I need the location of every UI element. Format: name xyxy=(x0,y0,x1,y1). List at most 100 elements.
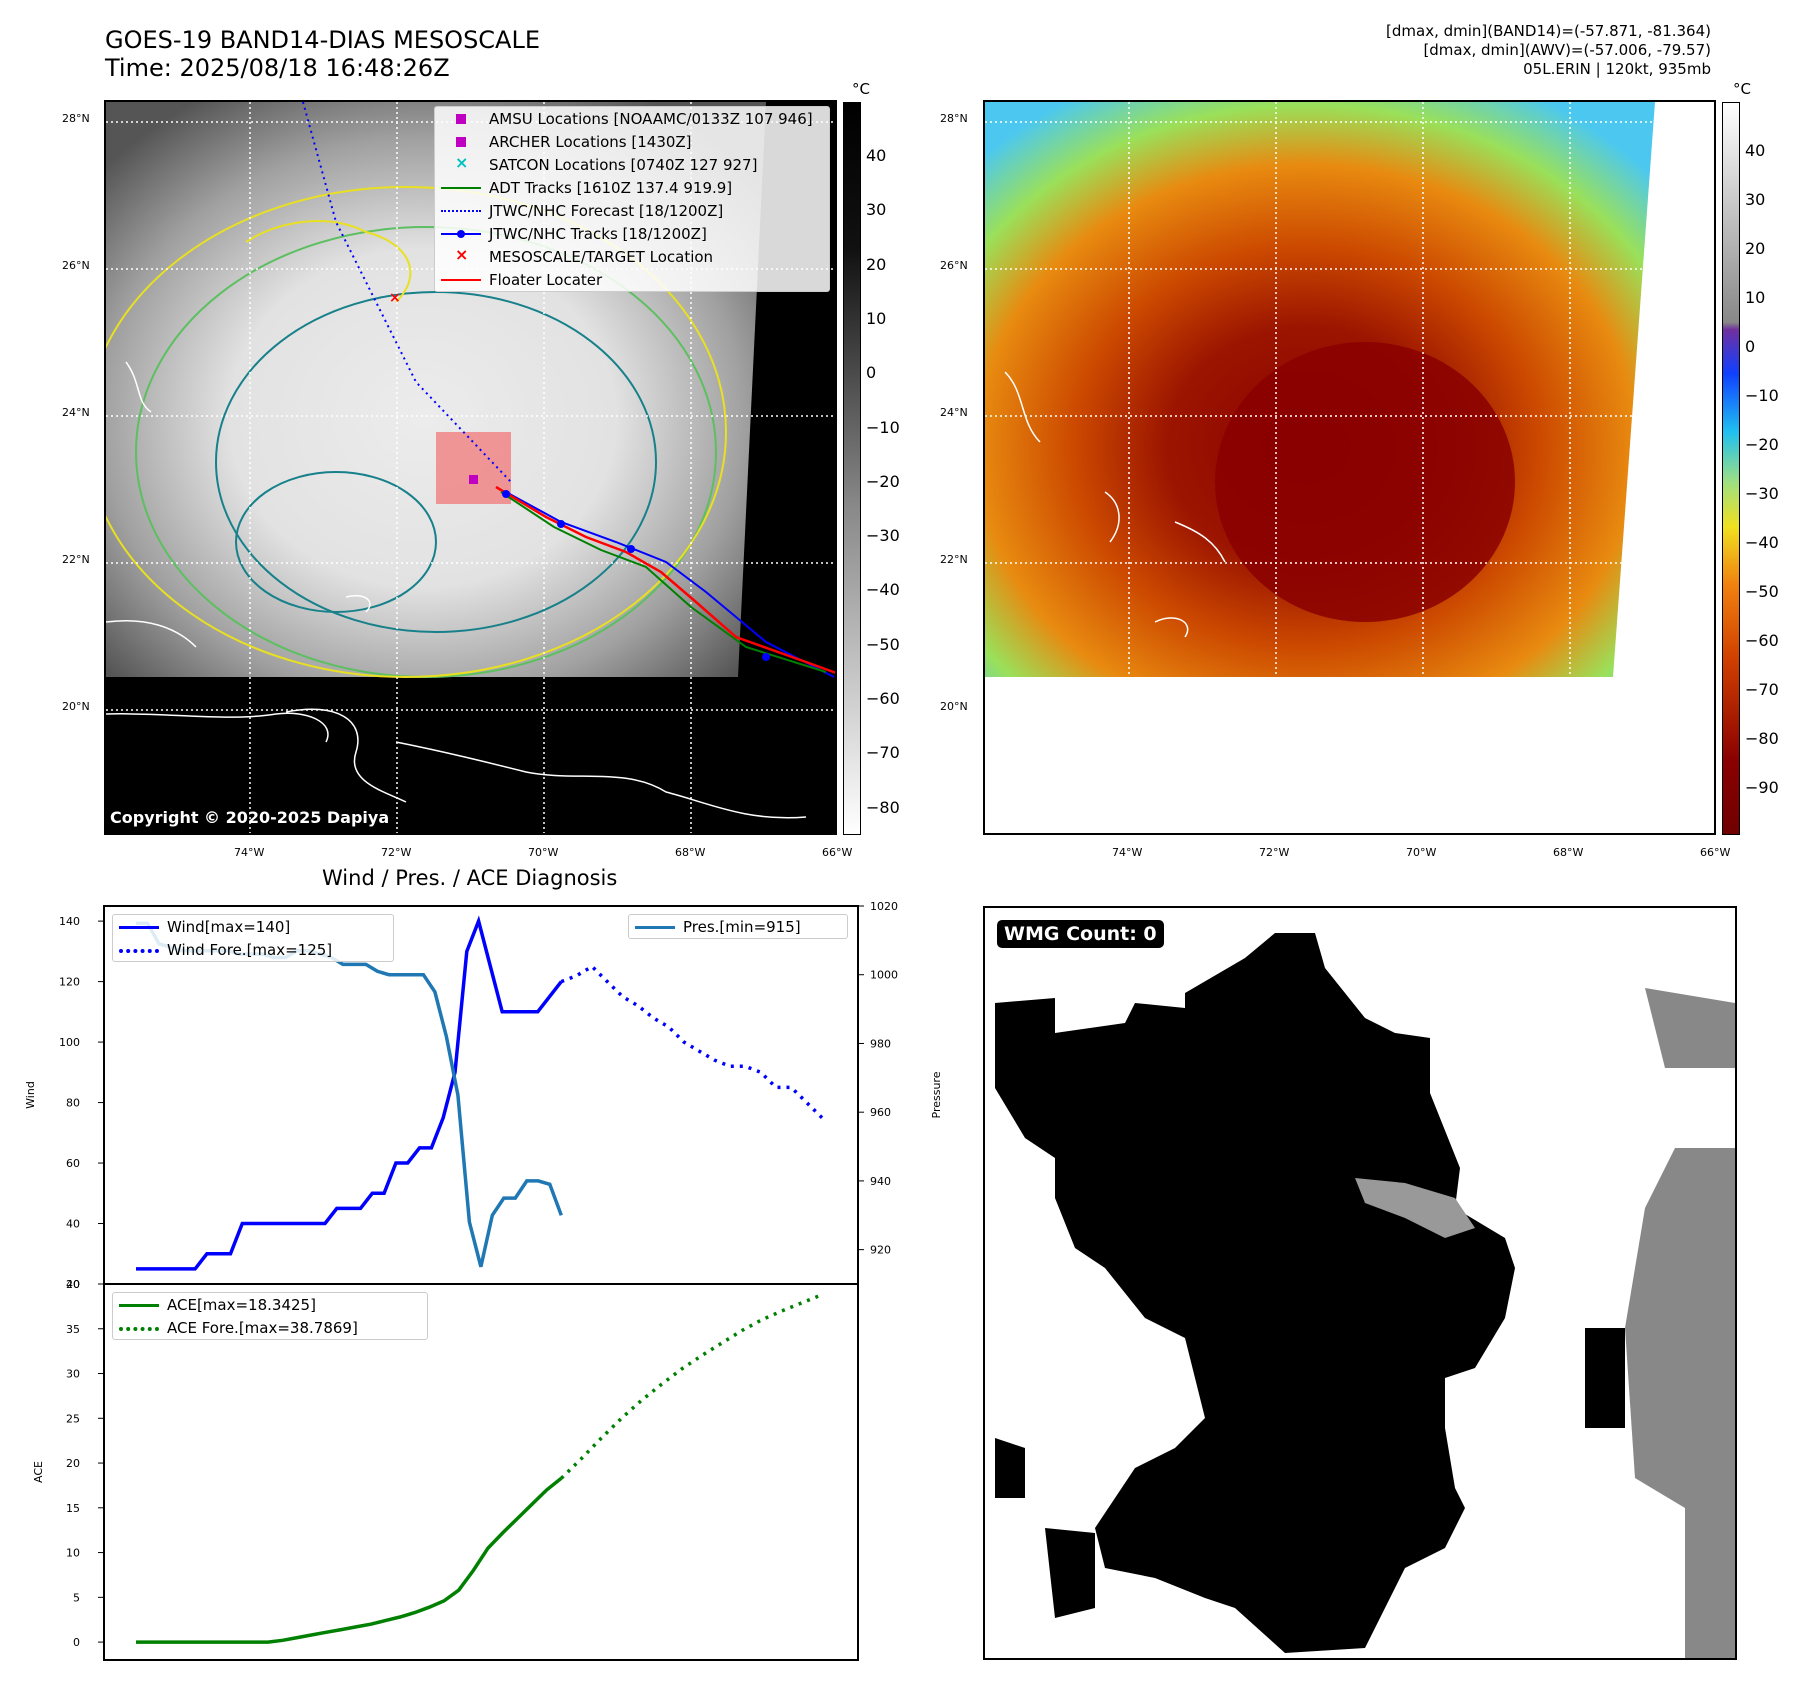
color-cbar-unit: °C xyxy=(1733,80,1751,98)
contour-yellow xyxy=(106,186,727,678)
ace-fore-swatch xyxy=(119,1321,159,1335)
lat-label-4: 22°N xyxy=(62,553,90,566)
map-legend-label: AMSU Locations [NOAAMC/0133Z 107 946] xyxy=(489,109,813,128)
pres-legend: Pres.[min=915] xyxy=(628,914,848,939)
wind-swatch xyxy=(119,920,159,934)
colorbar-tick-label: −90 xyxy=(1745,778,1779,797)
map-legend-label: SATCON Locations [0740Z 127 927] xyxy=(489,155,758,174)
pres-legend-label: Pres.[min=915] xyxy=(683,917,801,936)
lon-label-4: 68°W xyxy=(675,846,706,859)
wind-tick-label: 80 xyxy=(66,1097,80,1110)
wind-legend-item: Wind[max=140] xyxy=(113,915,393,938)
wind-fore-swatch xyxy=(119,943,159,957)
map-legend-swatch xyxy=(441,204,481,218)
lon-label-2: 72°W xyxy=(381,846,412,859)
wmg-panel: WMG Count: 0 xyxy=(983,906,1737,1660)
ace-tick-label: 0 xyxy=(73,1636,80,1649)
colorbar-tick-label: −60 xyxy=(866,689,900,708)
color-coastlines xyxy=(1004,371,1226,638)
ace-tick-label: 5 xyxy=(73,1591,80,1604)
ace-fore-legend-label: ACE Fore.[max=38.7869] xyxy=(167,1318,358,1337)
colorbar-tick-label: 20 xyxy=(1745,239,1766,258)
color-lat-label-3: 24°N xyxy=(940,406,968,419)
color-colorbar xyxy=(1722,102,1740,835)
intensity-info: [dmax, dmin](BAND14)=(-57.871, -81.364) … xyxy=(1386,22,1711,79)
map-legend-rows: AMSU Locations [NOAAMC/0133Z 107 946] ARC… xyxy=(435,107,829,291)
map-legend: AMSU Locations [NOAAMC/0133Z 107 946] ARC… xyxy=(434,106,830,292)
wind-pres-axes xyxy=(103,905,859,1285)
ace-ylabel: ACE xyxy=(32,1461,45,1483)
wind-tick-label: 20 xyxy=(66,1278,80,1291)
wmg-count-badge: WMG Count: 0 xyxy=(997,920,1164,948)
pres-swatch xyxy=(635,920,675,934)
target-marker: × xyxy=(389,290,401,306)
color-lon-label-2: 72°W xyxy=(1259,846,1290,859)
colorbar-tick-label: −80 xyxy=(866,797,900,817)
ace-legend: ACE[max=18.3425] ACE Fore.[max=38.7869] xyxy=(112,1292,428,1340)
wmg-gray-patch-2 xyxy=(1625,1148,1735,1658)
adt-track xyxy=(500,491,827,673)
colorbar-tick-label: −70 xyxy=(866,743,900,763)
gray-cbar-unit: °C xyxy=(852,80,870,98)
wind-legend: Wind[max=140] Wind Fore.[max=125] xyxy=(112,914,394,962)
map-legend-item: ARCHER Locations [1430Z] xyxy=(435,130,829,153)
lon-label-1: 74°W xyxy=(234,846,265,859)
wind-legend-label: Wind[max=140] xyxy=(167,917,291,936)
floater-box xyxy=(436,432,511,504)
pres-tick-label: 1020 xyxy=(870,900,898,913)
colorbar-tick-label: 10 xyxy=(866,308,887,328)
wind-tick-label: 120 xyxy=(59,976,80,989)
pres-tick-label: 920 xyxy=(870,1244,891,1257)
ace-tick-label: 20 xyxy=(66,1457,80,1470)
eye-contour xyxy=(235,471,437,613)
colorbar-tick-label: 40 xyxy=(1745,141,1766,160)
wmg-black-patch-3 xyxy=(1045,1528,1095,1618)
colorbar-tick-label: −50 xyxy=(1745,582,1779,601)
ace-y-ticks: 40 35 30 25 20 15 10 5 0 xyxy=(66,1278,104,1649)
wmg-gray-band xyxy=(1355,1178,1475,1238)
wind-forecast-line xyxy=(560,964,824,1119)
colorbar-tick-label: −80 xyxy=(1745,729,1779,748)
map-legend-swatch xyxy=(441,112,481,126)
colorbar-tick-label: −40 xyxy=(1745,533,1779,552)
map-legend-label: MESOSCALE/TARGET Location xyxy=(489,247,714,266)
colorbar-tick-label: −30 xyxy=(1745,484,1779,503)
color-map-svg xyxy=(985,102,1714,677)
wind-line xyxy=(136,915,563,1271)
info-line-1: [dmax, dmin](BAND14)=(-57.871, -81.364) xyxy=(1386,22,1711,40)
colorbar-tick-label: −70 xyxy=(1745,680,1779,699)
map-legend-swatch xyxy=(441,135,481,149)
map-legend-label: JTWC/NHC Forecast [18/1200Z] xyxy=(489,201,724,220)
lat-label-3: 24°N xyxy=(62,406,90,419)
map-legend-item: JTWC/NHC Tracks [18/1200Z] xyxy=(435,222,829,245)
map-legend-swatch xyxy=(441,227,481,241)
wind-tick-label: 140 xyxy=(59,915,80,928)
colorbar-tick-label: 10 xyxy=(1745,288,1766,307)
color-lon-label-3: 70°W xyxy=(1406,846,1437,859)
pres-legend-item: Pres.[min=915] xyxy=(629,915,847,938)
wind-fore-legend-item: Wind Fore.[max=125] xyxy=(113,938,393,961)
ace-line xyxy=(136,1476,563,1644)
colorbar-tick-label: −20 xyxy=(866,471,900,491)
map-legend-item: ADT Tracks [1610Z 137.4 919.9] xyxy=(435,176,829,199)
title-line-2: Time: 2025/08/18 16:48:26Z xyxy=(105,54,450,82)
ace-legend-item: ACE[max=18.3425] xyxy=(113,1293,427,1316)
colorbar-tick-label: −40 xyxy=(866,580,900,600)
map-legend-item: × SATCON Locations [0740Z 127 927] xyxy=(435,153,829,176)
colorbar-tick-label: 30 xyxy=(866,200,887,220)
color-lat-label-1: 28°N xyxy=(940,112,968,125)
map-legend-item: AMSU Locations [NOAAMC/0133Z 107 946] xyxy=(435,107,829,130)
ace-swatch xyxy=(119,1298,159,1312)
map-legend-item: × MESOSCALE/TARGET Location xyxy=(435,245,829,268)
wmg-black-patch-2 xyxy=(995,1438,1025,1498)
color-lat-label-2: 26°N xyxy=(940,259,968,272)
map-legend-swatch xyxy=(441,273,481,287)
wmg-black-patch xyxy=(1585,1328,1625,1428)
diagnosis-title: Wind / Pres. / ACE Diagnosis xyxy=(322,866,618,890)
ace-tick-label: 30 xyxy=(66,1368,80,1381)
ace-tick-label: 25 xyxy=(66,1412,80,1425)
pres-ylabel: Pressure xyxy=(930,1071,943,1118)
wind-tick-label: 40 xyxy=(66,1218,80,1231)
gray-colorbar xyxy=(843,102,861,835)
map-legend-swatch: × xyxy=(455,244,469,264)
